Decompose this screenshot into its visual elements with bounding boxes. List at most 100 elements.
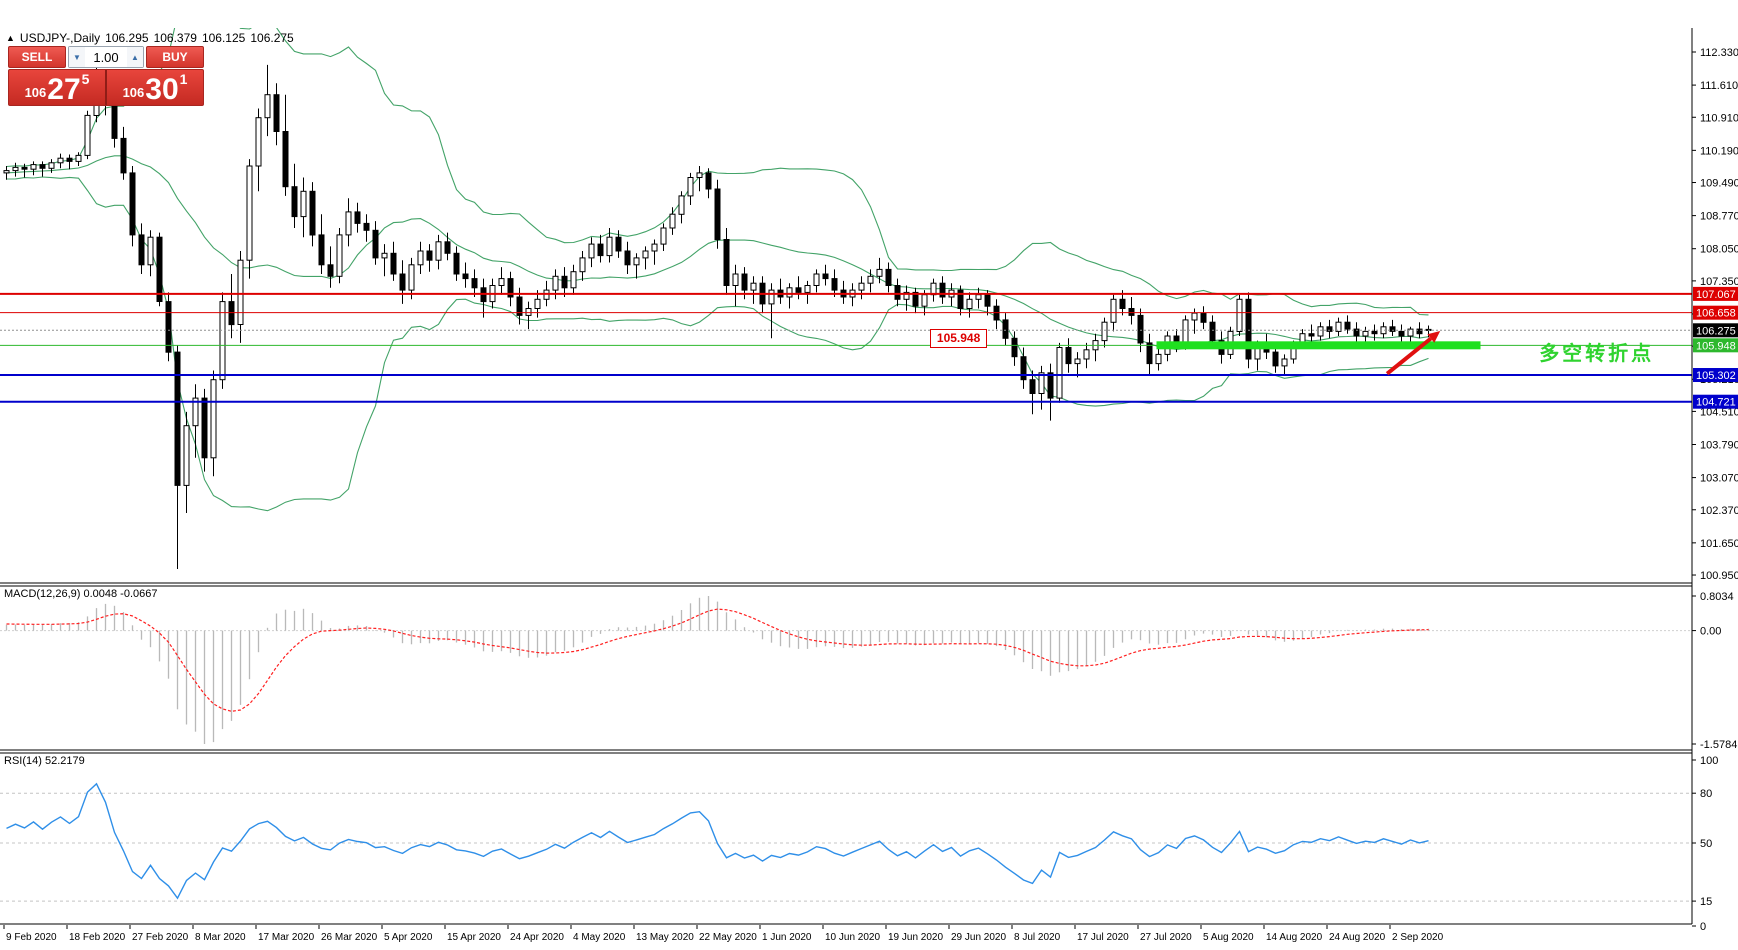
candle bbox=[858, 282, 865, 291]
volume-decrease-button[interactable]: ▼ bbox=[69, 47, 85, 67]
date-axis-label: 24 Aug 2020 bbox=[1329, 932, 1386, 943]
candle bbox=[147, 236, 154, 266]
candle bbox=[525, 308, 532, 316]
candle bbox=[57, 157, 64, 164]
candle bbox=[48, 162, 55, 169]
price-tick-label: 107.350 bbox=[1700, 276, 1738, 288]
candle bbox=[912, 291, 919, 307]
candle bbox=[921, 294, 928, 307]
candle bbox=[1353, 328, 1360, 337]
candle bbox=[453, 252, 460, 275]
volume-value[interactable]: 1.00 bbox=[93, 49, 119, 65]
candle bbox=[660, 227, 667, 245]
price-tick-label: 108.050 bbox=[1700, 244, 1738, 256]
candle bbox=[1074, 358, 1081, 365]
candle bbox=[201, 397, 208, 459]
price-annotation-box[interactable]: 105.948 bbox=[929, 329, 988, 349]
candle bbox=[129, 172, 136, 236]
candle bbox=[1128, 308, 1135, 316]
candle bbox=[597, 243, 604, 257]
candle bbox=[138, 234, 145, 266]
sell-button[interactable]: SELL bbox=[8, 46, 66, 68]
candle bbox=[570, 271, 577, 289]
candle bbox=[444, 241, 451, 254]
candle bbox=[1119, 298, 1126, 309]
candle bbox=[615, 236, 622, 252]
candle bbox=[714, 188, 721, 241]
candle bbox=[894, 285, 901, 300]
candle bbox=[66, 157, 73, 162]
trend-arrow-object[interactable] bbox=[1385, 330, 1441, 376]
candle bbox=[1245, 298, 1252, 360]
candle bbox=[876, 268, 883, 277]
turning-point-text-object[interactable]: 多空转折点 bbox=[1539, 343, 1655, 366]
sell-price-display[interactable]: 106 27 5 bbox=[24, 71, 90, 106]
candle bbox=[741, 273, 748, 291]
candle bbox=[237, 259, 244, 326]
candle bbox=[831, 278, 838, 291]
candle bbox=[498, 278, 505, 287]
candle bbox=[417, 250, 424, 266]
volume-increase-button[interactable]: ▲ bbox=[127, 47, 143, 67]
candle bbox=[1344, 321, 1351, 330]
date-axis-label: 8 Mar 2020 bbox=[195, 932, 246, 943]
buy-price-display[interactable]: 106 30 1 bbox=[122, 71, 188, 106]
bar-close: 106.275 bbox=[250, 31, 294, 45]
candle bbox=[318, 234, 325, 266]
date-axis-label: 17 Jul 2020 bbox=[1077, 932, 1129, 943]
candle bbox=[1236, 298, 1243, 332]
candle bbox=[804, 285, 811, 293]
buy-button[interactable]: BUY bbox=[146, 46, 204, 68]
candle bbox=[678, 195, 685, 215]
candle bbox=[957, 289, 964, 310]
candle bbox=[1065, 347, 1072, 365]
candle bbox=[813, 273, 820, 286]
candle bbox=[975, 294, 982, 300]
candle bbox=[75, 154, 82, 162]
candle bbox=[1146, 342, 1153, 365]
candle bbox=[1200, 312, 1207, 323]
candle bbox=[867, 275, 874, 284]
candle bbox=[120, 137, 127, 174]
candle bbox=[786, 287, 793, 298]
candle bbox=[687, 177, 694, 197]
candle bbox=[471, 278, 478, 289]
price-tick-label: 104.510 bbox=[1700, 406, 1738, 418]
candle bbox=[1110, 298, 1117, 323]
price-tag bbox=[1693, 286, 1738, 301]
collapse-triangle-icon[interactable]: ▲ bbox=[6, 33, 15, 43]
candle bbox=[165, 301, 172, 353]
volume-stepper: ▼ 1.00 ▲ bbox=[68, 46, 144, 68]
symbol-info-line: ▲ USDJPY-,Daily 106.295 106.379 106.125 … bbox=[6, 31, 294, 45]
candle bbox=[354, 211, 361, 224]
price-tag bbox=[1693, 338, 1738, 353]
date-axis-label: 14 Aug 2020 bbox=[1266, 932, 1323, 943]
candle bbox=[435, 241, 442, 261]
candle bbox=[903, 291, 910, 300]
candle bbox=[534, 298, 541, 309]
candle bbox=[381, 252, 388, 259]
rsi-axis-label: 15 bbox=[1700, 896, 1712, 908]
candle bbox=[561, 275, 568, 289]
candle bbox=[552, 275, 559, 291]
highlight-bar-object[interactable] bbox=[1156, 341, 1481, 350]
candle bbox=[1272, 351, 1279, 367]
macd-axis-label: 0.00 bbox=[1700, 626, 1721, 638]
rsi-axis-label: 100 bbox=[1700, 755, 1718, 767]
candle bbox=[1047, 372, 1054, 399]
rsi-axis-label: 80 bbox=[1700, 788, 1712, 800]
date-axis-label: 9 Feb 2020 bbox=[6, 932, 57, 943]
candle bbox=[426, 250, 433, 261]
candle bbox=[300, 190, 307, 218]
candle bbox=[246, 165, 253, 261]
price-divider bbox=[105, 70, 107, 105]
candle bbox=[462, 273, 469, 280]
macd-axis-label: 0.8034 bbox=[1700, 591, 1734, 603]
bollinger-lower-band bbox=[6, 176, 1429, 512]
candle bbox=[309, 190, 316, 236]
bar-high: 106.379 bbox=[153, 31, 197, 45]
candle bbox=[1389, 326, 1396, 332]
price-tick-label: 110.190 bbox=[1700, 145, 1738, 157]
